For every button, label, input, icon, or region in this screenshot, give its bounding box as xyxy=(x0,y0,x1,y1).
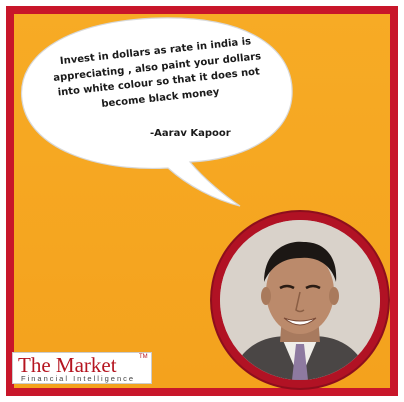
portrait-photo xyxy=(220,220,380,380)
brand-logo: The Market TM Financial Intelligence xyxy=(12,352,152,384)
logo-title: The Market xyxy=(18,353,117,377)
logo-trademark: TM xyxy=(139,354,148,360)
portrait-frame xyxy=(212,212,388,388)
logo-subtitle: Financial Intelligence xyxy=(21,374,136,383)
quote-author: -Aarav Kapoor xyxy=(150,128,231,139)
portrait-illustration xyxy=(220,220,380,380)
